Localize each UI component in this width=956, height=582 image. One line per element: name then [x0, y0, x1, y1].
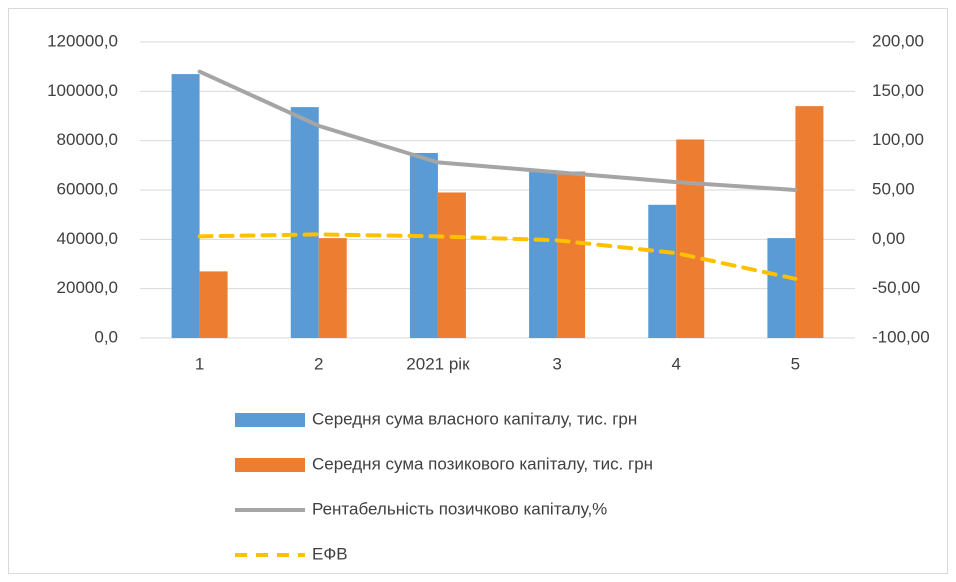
y-tick-label: 80000,0 [57, 130, 118, 149]
y-tick-label: 0,0 [94, 327, 118, 346]
x-tick-label: 5 [791, 354, 800, 373]
y2-tick-label: 200,00 [872, 31, 924, 50]
y-tick-label: 20000,0 [57, 278, 118, 297]
y2-tick-label: 0,00 [872, 229, 905, 248]
x-tick-label: 3 [552, 354, 561, 373]
legend-label: Рентабельність позичково капіталу,% [312, 499, 607, 518]
bar [529, 170, 558, 338]
bar [437, 192, 466, 338]
y2-tick-label: -50,00 [872, 278, 920, 297]
bar [557, 171, 586, 338]
x-tick-label: 4 [672, 354, 681, 373]
bar [795, 106, 824, 338]
y2-tick-label: -100,00 [872, 327, 930, 346]
bar [290, 107, 319, 339]
y2-tick-label: 150,00 [872, 81, 924, 100]
line-series [197, 232, 798, 281]
x-tick-label: 2021 рік [406, 354, 470, 373]
y-tick-label: 40000,0 [57, 229, 118, 248]
bar [199, 271, 228, 338]
bar [409, 153, 438, 338]
legend-swatch [235, 413, 305, 427]
legend-label: ЕФВ [312, 544, 348, 563]
legend-label: Середня сума позикового капіталу, тис. г… [312, 454, 653, 473]
y-tick-label: 120000,0 [47, 31, 118, 50]
y-tick-label: 100000,0 [47, 81, 118, 100]
y-tick-label: 60000,0 [57, 179, 118, 198]
y2-tick-label: 100,00 [872, 130, 924, 149]
bar [676, 139, 705, 338]
x-tick-label: 1 [195, 354, 204, 373]
legend-swatch [235, 458, 305, 472]
legend-label: Середня сума власного капіталу, тис. грн [312, 409, 637, 428]
bar [648, 204, 677, 338]
bar [318, 238, 347, 338]
bar [767, 238, 796, 338]
x-tick-label: 2 [314, 354, 323, 373]
bar [171, 74, 200, 339]
y2-tick-label: 50,00 [872, 179, 915, 198]
line-series [197, 69, 798, 192]
